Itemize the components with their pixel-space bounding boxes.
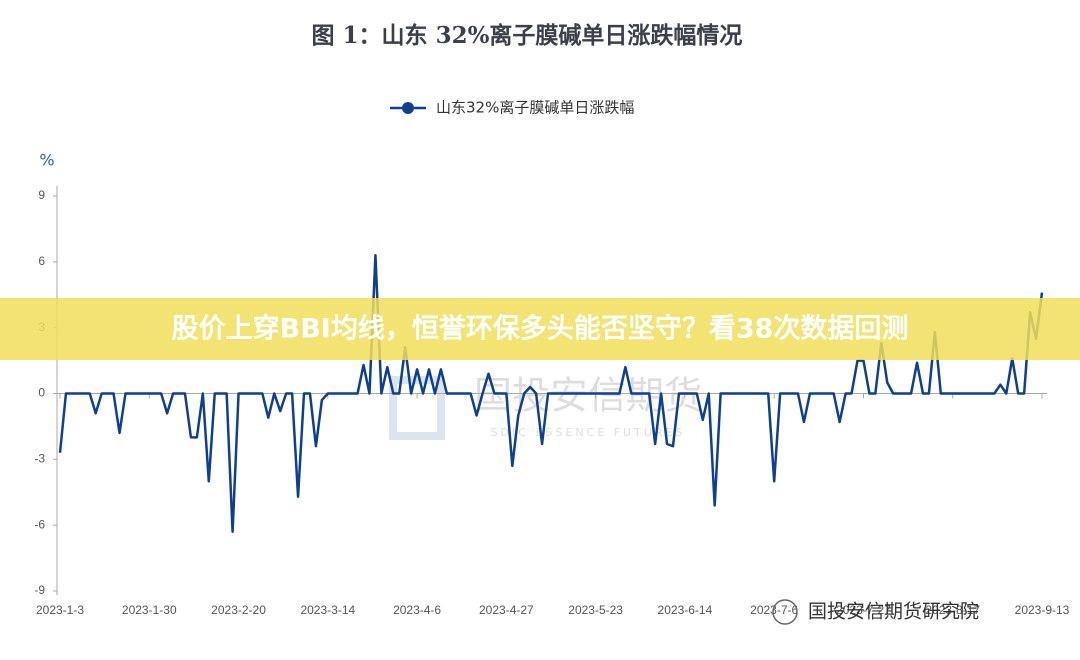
x-tick-label: 2023-7-27	[836, 603, 891, 617]
x-tick-label: 2023-5-23	[568, 603, 623, 617]
x-tick-label: 2023-1-30	[122, 603, 177, 617]
x-tick-label: 2023-7-6	[750, 603, 798, 617]
y-tick-label: -3	[34, 452, 45, 466]
x-tick-label: 2023-3-14	[300, 603, 355, 617]
y-tick-label: -6	[34, 517, 45, 531]
x-tick-label: 2023-2-20	[211, 603, 266, 617]
x-tick-label: 2023-4-27	[479, 603, 534, 617]
x-tick-label: 2023-4-6	[393, 603, 441, 617]
chart-title: 图 1：山东 32%离子膜碱单日涨跌幅情况	[312, 22, 743, 49]
legend: 山东32%离子膜碱单日涨跌幅	[390, 99, 634, 117]
banner-text: 股价上穿BBI均线，恒誉环保多头能否坚守？看38次数据回测	[172, 313, 909, 345]
data-line	[58, 254, 1044, 533]
y-tick-label: -9	[34, 583, 45, 597]
watermark-en: SDIC ESSENCE FUTURES	[491, 426, 686, 439]
legend-label: 山东32%离子膜碱单日涨跌幅	[436, 99, 634, 117]
y-tick-label: 0	[38, 386, 45, 400]
y-tick-label: 9	[38, 188, 45, 202]
legend-marker	[402, 102, 414, 114]
x-tick-label: 2023-6-14	[658, 603, 713, 617]
y-tick-label: 6	[38, 254, 45, 268]
x-tick-label: 2023-1-3	[36, 603, 84, 617]
x-tick-label: 2023-9-13	[1015, 603, 1070, 617]
source-mark: 国投安信期货研究院	[772, 599, 979, 625]
source-icon	[772, 599, 798, 625]
y-axis-label: %	[39, 151, 54, 170]
x-tick-label: 2023-8-17	[925, 603, 980, 617]
banner	[0, 298, 1080, 360]
source-text: 国投安信期货研究院	[808, 601, 979, 623]
watermark-logo	[389, 376, 445, 440]
